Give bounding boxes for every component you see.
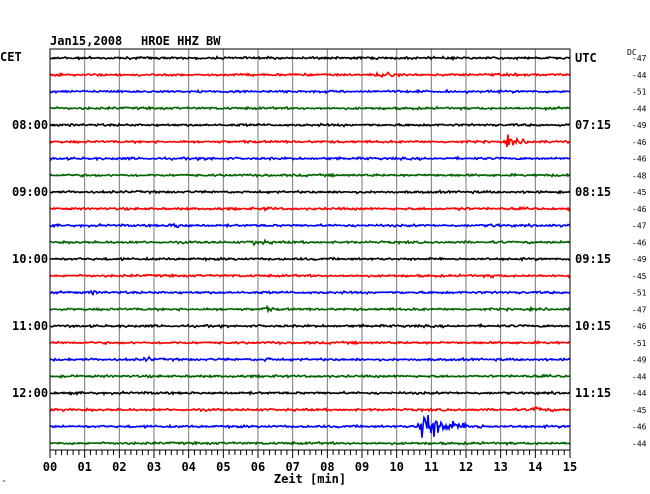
x-tick-label: 00 [43, 460, 57, 474]
trace-line [49, 440, 571, 447]
dc-value: -51 [632, 88, 647, 97]
trace-line [49, 155, 571, 162]
cet-axis-label: CET [0, 50, 22, 64]
x-tick-label: 10 [389, 460, 403, 474]
x-tick-label: 01 [77, 460, 91, 474]
utc-time-label: 07:15 [575, 118, 611, 132]
dc-value: -44 [632, 389, 647, 398]
corner-mark: ^ [2, 480, 6, 487]
cet-time-label: 10:00 [12, 252, 48, 266]
utc-time-label: UTC [575, 51, 597, 65]
dc-value: -47 [632, 222, 647, 231]
x-tick-label: 12 [459, 460, 473, 474]
x-axis-label: Zeit [min] [274, 472, 346, 486]
dc-value: -45 [632, 188, 647, 197]
x-tick-label: 07 [285, 460, 299, 474]
trace-line [49, 88, 571, 95]
dc-value: -47 [632, 54, 647, 63]
left-time-labels: 08:00 09:00 10:00 11:00 12:00 [12, 118, 48, 400]
trace-line [49, 134, 571, 148]
cet-time-label: 12:00 [12, 386, 48, 400]
trace-line [49, 189, 571, 195]
dc-value: -46 [632, 238, 647, 247]
cet-time-label: 08:00 [12, 118, 48, 132]
x-tick-label: 06 [251, 460, 265, 474]
x-axis: 00 01 02 03 04 05 06 07 08 09 10 11 12 13 14 15 [43, 449, 577, 474]
utc-time-label: 08:15 [575, 185, 611, 199]
x-tick-label: 04 [181, 460, 195, 474]
dc-value: -51 [632, 289, 647, 298]
x-tick-label: 09 [355, 460, 369, 474]
x-tick-label: 13 [493, 460, 507, 474]
x-tick-label: 11 [424, 460, 438, 474]
trace-line [49, 205, 571, 212]
utc-time-label: 09:15 [575, 252, 611, 266]
trace-line [49, 238, 571, 247]
dc-value: -45 [632, 406, 647, 415]
x-tick-label: 03 [147, 460, 161, 474]
dc-value: -49 [632, 255, 647, 264]
trace-line [49, 55, 571, 62]
trace-line [49, 304, 571, 314]
chart-title: Jan15,2008 [50, 34, 122, 48]
x-tick-label: 05 [216, 460, 230, 474]
trace-line [49, 355, 571, 363]
traces [49, 55, 571, 447]
dc-value: -44 [632, 372, 647, 381]
x-tick-label: 14 [528, 460, 542, 474]
grid [84, 49, 536, 450]
x-tick-label: 15 [563, 460, 577, 474]
trace-line [50, 322, 571, 330]
trace-line [49, 415, 571, 438]
dc-value: -46 [632, 138, 647, 147]
dc-values: -47 -44 -51 -44 -49 -46 -46 -48 -45 -46 -47 -46 -49 -… [632, 54, 647, 448]
x-tick-label: 02 [112, 460, 126, 474]
dc-value: -45 [632, 272, 647, 281]
trace-line [49, 339, 571, 346]
trace-line [49, 172, 571, 179]
x-tick-label: 08 [320, 460, 334, 474]
dc-value: -46 [632, 423, 647, 432]
dc-value: -46 [632, 155, 647, 164]
dc-value: -51 [632, 339, 647, 348]
dc-label: DC [627, 48, 637, 57]
trace-line [49, 222, 571, 229]
trace-line [49, 70, 570, 79]
trace-line [49, 405, 571, 413]
dc-value: -47 [632, 305, 647, 314]
chart-subtitle: HROE HHZ BW [141, 34, 221, 48]
trace-line [49, 122, 571, 128]
utc-time-label: 10:15 [575, 319, 611, 333]
dc-value: -44 [632, 104, 647, 113]
utc-time-label: 11:15 [575, 386, 611, 400]
trace-line [49, 390, 571, 397]
trace-line [49, 373, 571, 380]
cet-time-label: 11:00 [12, 319, 48, 333]
dc-value: -49 [632, 356, 647, 365]
trace-line [49, 289, 571, 296]
cet-time-label: 09:00 [12, 185, 48, 199]
right-time-labels: UTC 07:15 08:15 09:15 10:15 11:15 [575, 51, 611, 400]
dc-value: -48 [632, 171, 647, 180]
dc-value: -46 [632, 322, 647, 331]
dc-value: -44 [632, 71, 647, 80]
dc-value: -46 [632, 205, 647, 214]
dc-value: -44 [632, 439, 647, 448]
dc-value: -49 [632, 121, 647, 130]
trace-line [49, 256, 571, 262]
trace-line [49, 273, 571, 279]
trace-line [49, 105, 571, 112]
